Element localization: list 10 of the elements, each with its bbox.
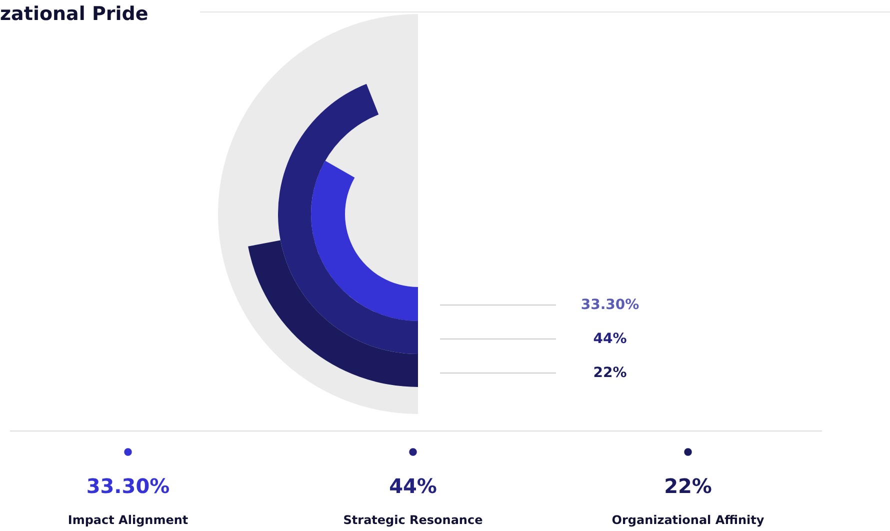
text: 22%	[593, 365, 627, 381]
data-label: 22%	[664, 474, 712, 498]
data-label: 33.30%	[86, 474, 170, 498]
text: zational Pride	[0, 3, 148, 25]
category-label: Strategic Resonance	[343, 513, 483, 527]
text: 44%	[593, 331, 627, 347]
text: 33.30%	[580, 297, 640, 313]
data-label: 44%	[389, 474, 437, 498]
category-label: Organizational Affinity	[612, 513, 764, 527]
category-label: Impact Alignment	[68, 513, 188, 527]
